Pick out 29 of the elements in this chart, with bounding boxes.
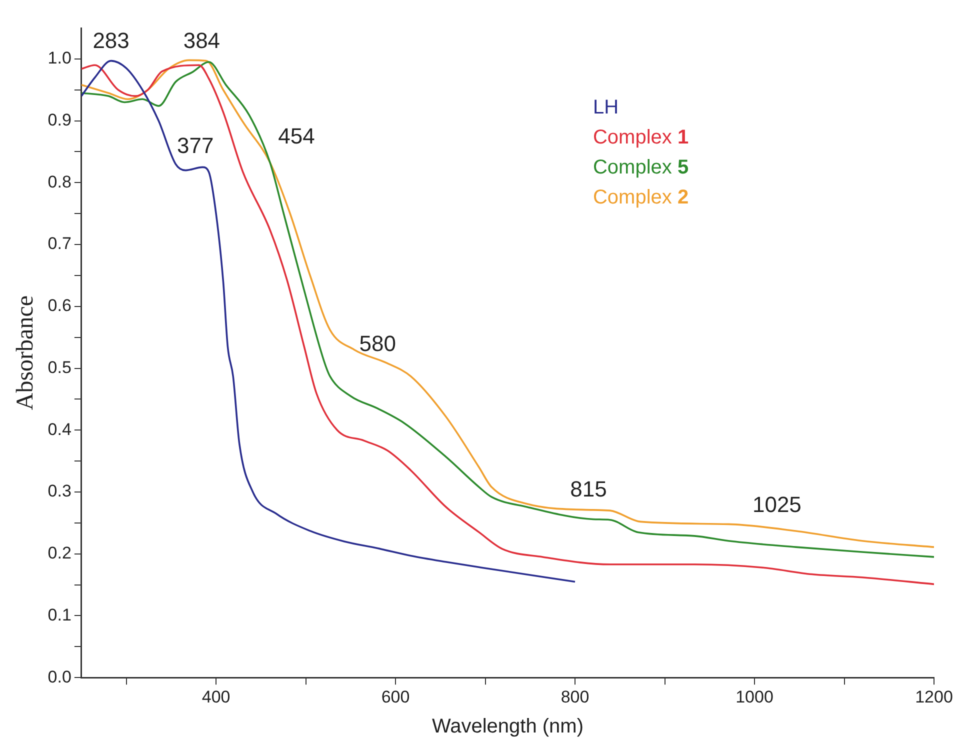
y-tick-label: 0.6 bbox=[48, 296, 72, 316]
text: Complex 2 bbox=[592, 186, 689, 209]
text: Complex 5 bbox=[592, 156, 689, 179]
y-axis-title: Absorbance bbox=[12, 295, 39, 410]
annotation: 1025 bbox=[752, 492, 802, 517]
x-tick-label: 1000 bbox=[736, 687, 774, 706]
y-tick-label: 0.2 bbox=[48, 544, 72, 563]
y-tick-label: 0.8 bbox=[48, 172, 72, 192]
annotation: 384 bbox=[183, 28, 220, 53]
y-tick-label: 0.4 bbox=[48, 420, 72, 439]
annotation: 815 bbox=[570, 476, 607, 502]
annotation: 377 bbox=[177, 133, 214, 158]
y-tick-label: 1.0 bbox=[48, 48, 72, 68]
x-tick-label: 600 bbox=[381, 687, 410, 706]
x-tick-label: 400 bbox=[202, 687, 230, 706]
annotation: 454 bbox=[278, 123, 315, 148]
annotation: 283 bbox=[92, 28, 130, 53]
x-tick-label: 800 bbox=[560, 687, 590, 706]
y-tick-label: 0.9 bbox=[48, 110, 72, 130]
y-tick-label: 0.5 bbox=[48, 358, 72, 377]
x-tick-label: 1200 bbox=[915, 687, 953, 706]
text: Complex 1 bbox=[592, 126, 689, 149]
annotation: 580 bbox=[359, 331, 396, 356]
text: LH bbox=[592, 96, 619, 119]
y-tick-label: 0.1 bbox=[48, 605, 72, 624]
y-tick-label: 0.7 bbox=[48, 234, 72, 254]
y-tick-label: 0.3 bbox=[48, 482, 72, 501]
y-tick-label: 0.0 bbox=[48, 667, 72, 686]
x-axis-title: Wavelength (nm) bbox=[432, 716, 584, 738]
